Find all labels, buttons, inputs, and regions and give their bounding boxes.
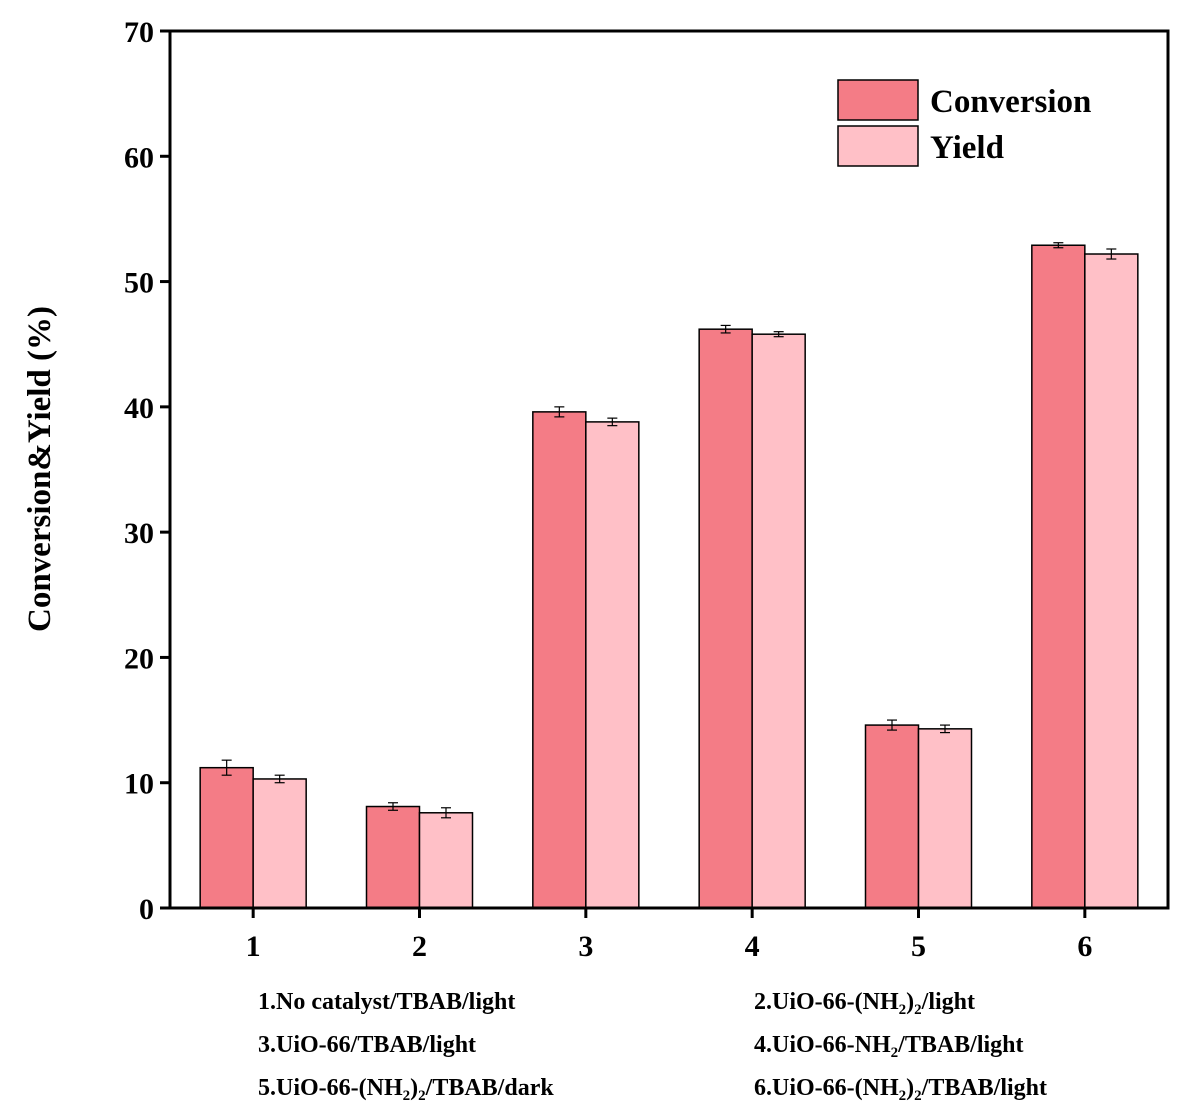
- error-bar-conversion-1: [221, 759, 232, 776]
- error-bar-conversion-2: [388, 802, 398, 811]
- bar-conversion-3: [532, 411, 587, 909]
- condition-caption-6: 6.UiO-66-(NH2)2/TBAB/light: [754, 1075, 1048, 1104]
- bar-yield-1: [252, 778, 307, 909]
- legend-swatch-conversion: [837, 79, 919, 121]
- bar-yield-5: [917, 728, 973, 909]
- x-tick-label-6: 6: [1077, 930, 1092, 963]
- error-bar-yield-6: [1106, 248, 1117, 260]
- x-tick-label-4: 4: [745, 930, 760, 963]
- y-tick-label: 30: [124, 517, 154, 550]
- legend-label-conversion: Conversion: [930, 84, 1091, 120]
- condition-caption-4: 4.UiO-66-NH2/TBAB/light: [754, 1032, 1024, 1061]
- x-tick-label-1: 1: [246, 930, 261, 963]
- condition-caption-5: 5.UiO-66-(NH2)2/TBAB/dark: [258, 1075, 554, 1104]
- y-axis: 0 10 20 30 40 50 60 70: [124, 16, 170, 926]
- x-tick-label-3: 3: [578, 930, 593, 963]
- bar-conversion-4: [698, 328, 753, 909]
- error-bar-yield-3: [607, 417, 618, 427]
- condition-caption-2: 2.UiO-66-(NH2)2/light: [754, 989, 975, 1018]
- x-tick-label-2: 2: [412, 930, 427, 963]
- x-axis: 1 2 3 4 5 6: [246, 908, 1092, 963]
- error-bar-yield-5: [940, 724, 950, 734]
- error-bar-conversion-6: [1053, 242, 1064, 249]
- x-tick-label-5: 5: [911, 930, 926, 963]
- error-bar-yield-4: [773, 331, 784, 338]
- bar-conversion-6: [1031, 244, 1086, 909]
- y-axis-title: Conversion&Yield (%): [22, 306, 58, 632]
- legend: Conversion Yield: [837, 79, 1091, 167]
- y-tick-label: 10: [124, 768, 154, 801]
- error-bar-conversion-3: [554, 406, 565, 418]
- bar-conversion-1: [199, 766, 254, 909]
- legend-label-yield: Yield: [930, 130, 1004, 166]
- bars-group: [199, 242, 1139, 909]
- plot-frame: [168, 29, 1170, 910]
- condition-caption-3: 3.UiO-66/TBAB/light: [258, 1032, 477, 1058]
- error-bar-yield-2: [441, 807, 451, 819]
- bar-conversion-2: [365, 805, 421, 909]
- legend-swatch-yield: [837, 125, 919, 167]
- bar-yield-4: [751, 333, 806, 909]
- condition-caption-1: 1.No catalyst/TBAB/light: [258, 989, 516, 1015]
- bar-yield-3: [585, 421, 640, 909]
- y-tick-label: 0: [139, 893, 154, 926]
- bar-yield-2: [418, 812, 474, 909]
- bar-yield-6: [1084, 253, 1139, 909]
- error-bar-conversion-4: [720, 324, 731, 334]
- y-tick-label: 20: [124, 642, 154, 675]
- y-tick-label: 70: [124, 16, 154, 49]
- y-tick-label: 60: [124, 141, 154, 174]
- bar-conversion-5: [864, 724, 920, 909]
- y-tick-label: 50: [124, 267, 154, 300]
- y-tick-label: 40: [124, 392, 154, 425]
- error-bar-yield-1: [274, 774, 285, 784]
- error-bar-conversion-5: [887, 719, 897, 731]
